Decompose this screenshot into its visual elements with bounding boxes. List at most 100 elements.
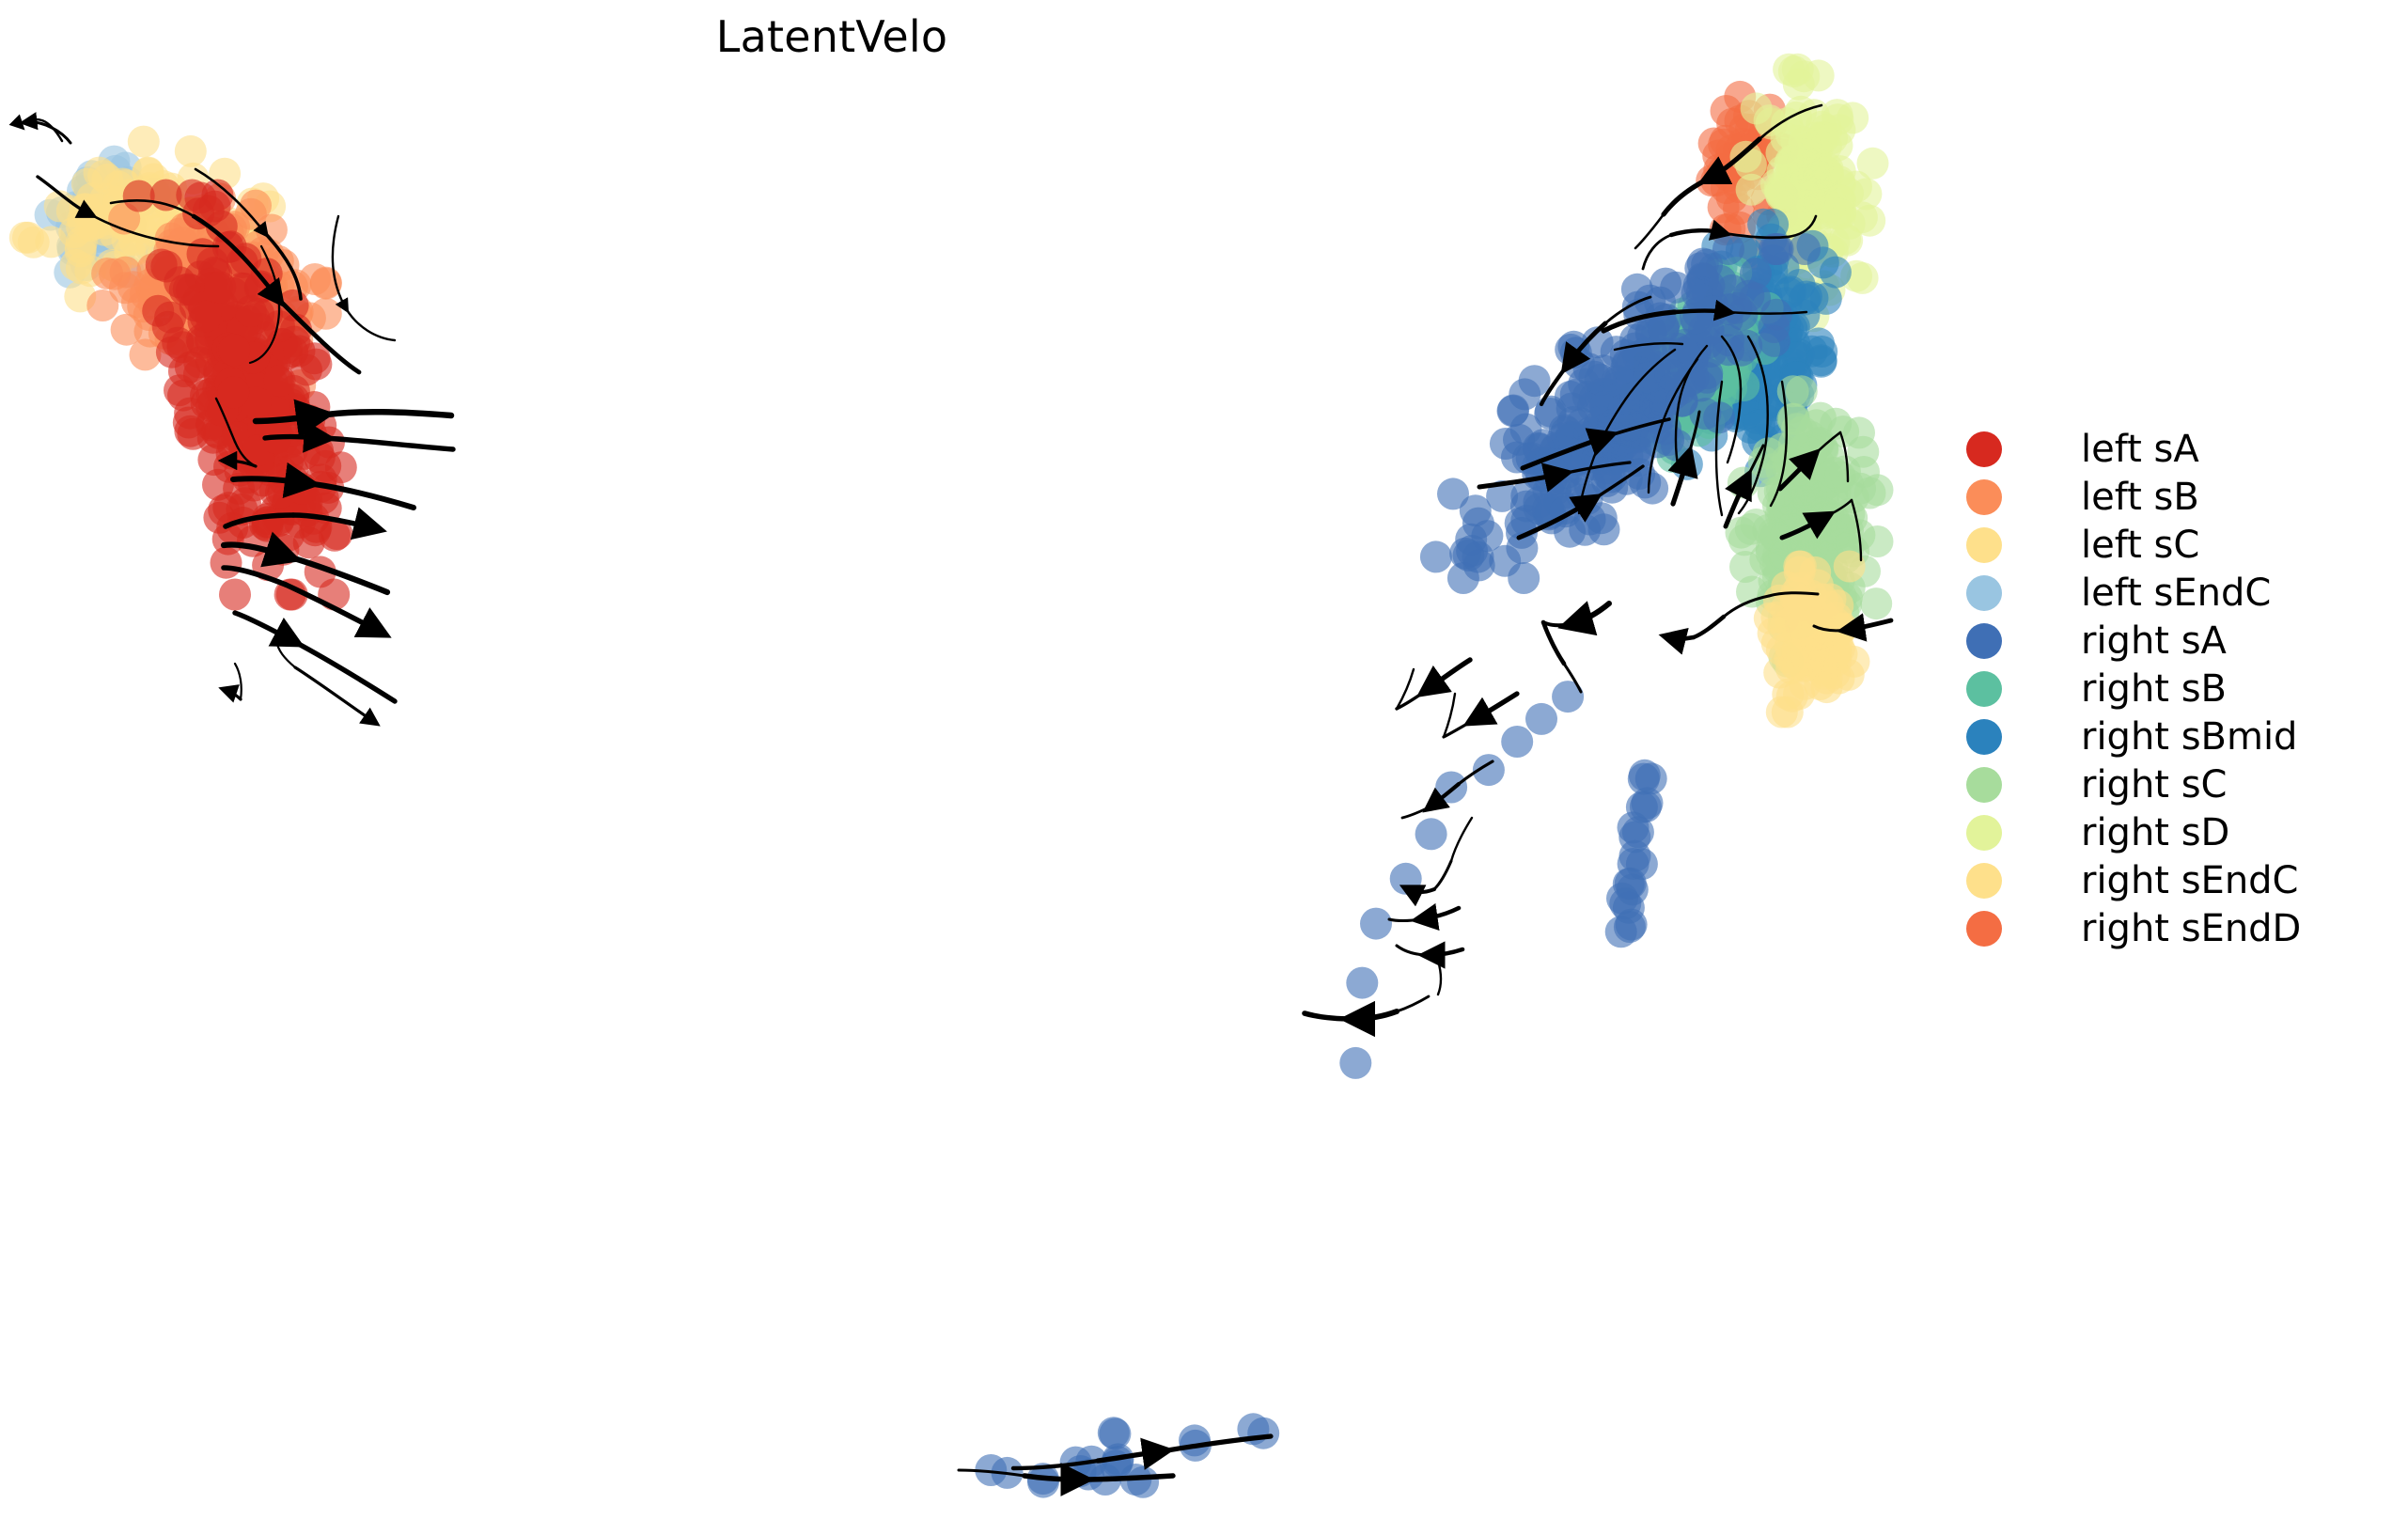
legend-item[interactable]: left sC [1961,521,2402,569]
scatter-point [1360,907,1392,940]
legend-item[interactable]: left sB [1961,473,2402,521]
scatter-point [86,290,119,321]
scatter-point [1806,336,1838,368]
scatter-point [283,335,316,368]
scatter-point [1496,395,1529,428]
scatter-point [99,258,132,290]
scatter-point [1766,432,1799,465]
legend-item[interactable]: right sB [1961,665,2402,713]
scatter-point [1788,283,1821,316]
scatter-point [1636,472,1669,505]
scatter-point [1518,365,1551,398]
legend-marker-icon [1966,431,2002,467]
scatter-point [1772,494,1805,527]
scatter-point [286,472,319,505]
legend-item-label: left sC [2081,523,2200,567]
legend: left sA left sB left sC left sEndC right sA r… [1961,425,2402,952]
legend-marker-icon [1966,478,2002,515]
legend-marker-icon [1966,526,2002,563]
scatter-point [1650,267,1682,300]
scatter-point [217,376,250,409]
scatter-point [1620,273,1653,305]
scatter-point [8,221,41,254]
legend-marker-icon [1966,910,2002,947]
scatter-point [65,226,98,258]
legend-item-label: right sBmid [2081,714,2298,759]
scatter-point [1691,361,1724,394]
scatter-point [1861,525,1894,557]
legend-marker-icon [1966,622,2002,659]
scatter-point [1729,551,1761,583]
scatter-point [174,134,207,167]
scatter-point [1765,180,1798,211]
scatter-point [263,365,296,397]
scatter-point [1665,384,1698,417]
page-title: LatentVelo [715,11,948,62]
scatter-point [1860,587,1893,620]
legend-item[interactable]: right sD [1961,808,2402,856]
scatter-point [174,415,207,447]
scatter-point [210,546,242,579]
legend-item-label: left sA [2081,427,2199,471]
scatter-point [1525,702,1557,735]
scatter-point [1556,406,1589,439]
legend-item-label: left sEndC [2081,571,2272,615]
legend-item[interactable]: left sA [1961,425,2402,473]
legend-marker-icon [1966,862,2002,899]
scatter-point [1339,1046,1372,1079]
scatter-point [1793,181,1826,214]
scatter-point [1619,381,1652,414]
scatter-point [1732,279,1765,312]
scatter-point [1822,103,1854,136]
scatter-point [1097,1417,1130,1449]
scatter-point [1681,276,1713,309]
legend-marker-icon [1966,814,2002,851]
scatter-point [1853,477,1886,509]
scatter-point [1763,656,1796,689]
legend-item[interactable]: right sEndC [1961,856,2402,904]
scatter-point [1647,312,1680,345]
scatter-point [1686,247,1719,280]
scatter-point [1455,523,1488,556]
legend-item[interactable]: left sEndC [1961,569,2402,617]
scatter-point [1621,445,1654,478]
legend-marker-icon [1966,574,2002,611]
legend-item[interactable]: right sA [1961,617,2402,665]
scatter-point [1419,540,1452,573]
legend-item[interactable]: right sBmid [1961,713,2402,760]
scatter-point [1788,60,1821,93]
scatter-point [1631,787,1664,820]
scatter-point [309,267,342,300]
scatter-point [1833,550,1866,583]
scatter-point [127,125,160,158]
legend-item-label: right sA [2081,619,2227,663]
legend-item[interactable]: right sC [1961,760,2402,808]
scatter-point [1247,1417,1280,1449]
scatter-point [1627,762,1660,795]
legend-marker-icon [1966,670,2002,707]
scatter-point [975,1454,1008,1486]
scatter-point [1506,532,1539,565]
scatter-point [1346,966,1379,999]
scatter-point [1806,650,1838,681]
scatter-point [1584,363,1617,396]
scatter-point [1437,478,1469,510]
scatter-point [167,355,200,387]
scatter-point [166,331,199,364]
legend-item-label: right sEndC [2081,858,2299,902]
scatter-point [1747,208,1780,241]
scatter-point [1846,261,1879,294]
scatter-point [1604,916,1637,948]
legend-item-label: right sD [2081,810,2230,854]
scatter-point [1508,562,1540,594]
scatter-point [189,300,222,333]
scatter-point [1587,513,1620,546]
scatter-point [1522,431,1555,464]
scatter-point [1789,233,1822,265]
legend-item[interactable]: right sEndD [1961,904,2402,952]
scatter-point [1725,334,1758,367]
scatter-point [164,266,196,299]
scatter-point [1389,862,1422,895]
